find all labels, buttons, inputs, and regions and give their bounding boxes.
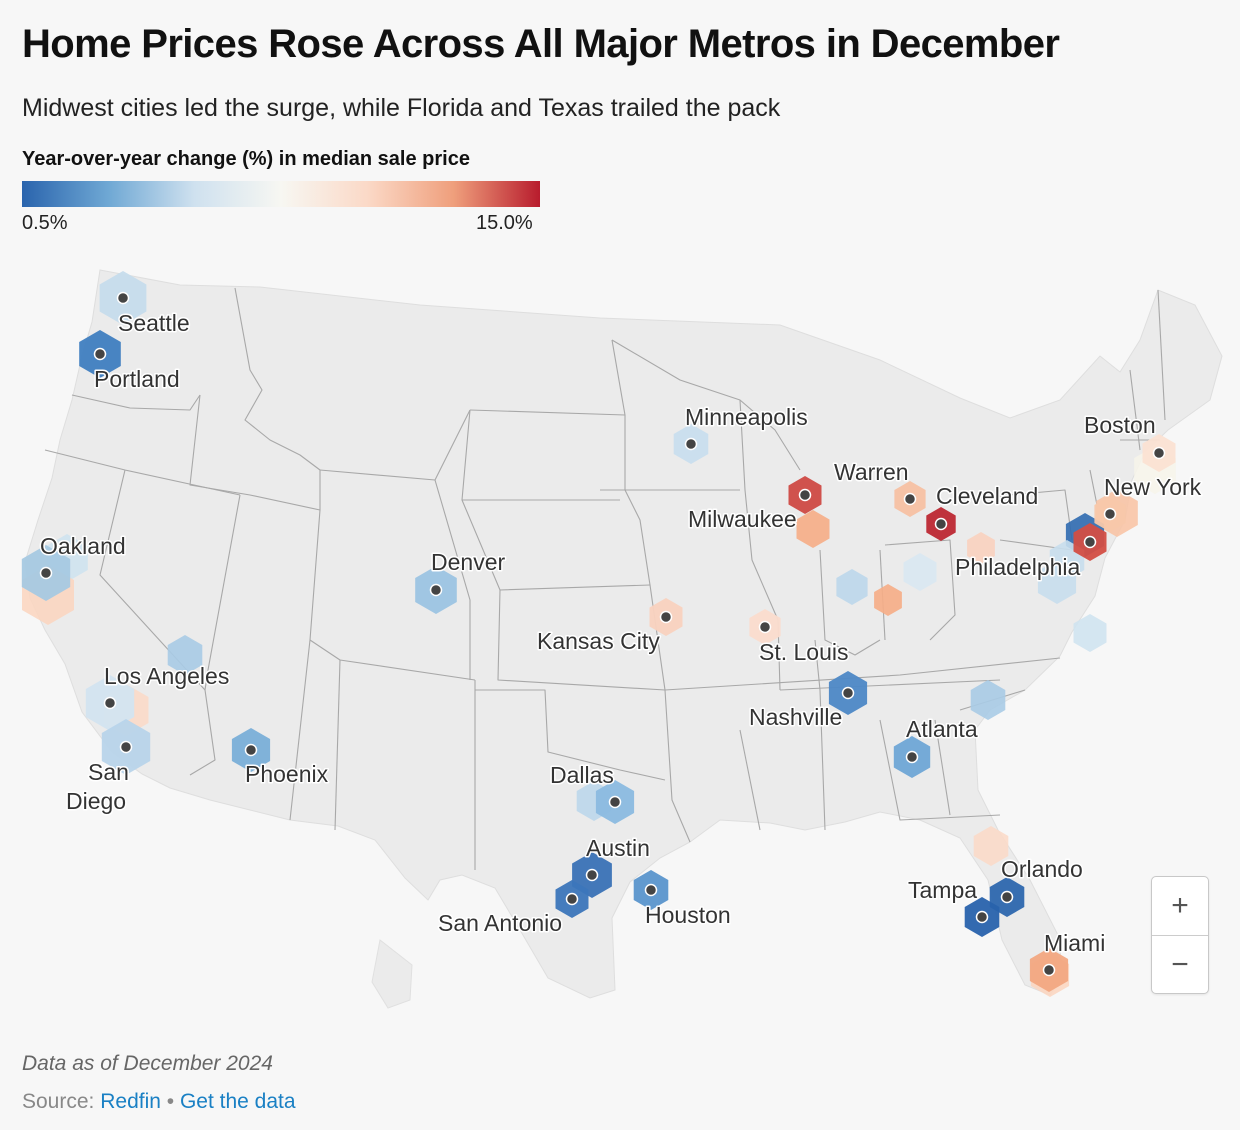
us-map[interactable]: Seattle Portland Oakland Los Angeles San Dieg… xyxy=(0,240,1240,1040)
city-label-st-louis: St. Louis xyxy=(759,639,849,665)
metro-hexagon[interactable] xyxy=(796,510,830,548)
city-dot-warren[interactable] xyxy=(903,492,917,506)
metro-hexagon[interactable] xyxy=(967,532,995,564)
city-label-miami: Miami xyxy=(1044,930,1105,956)
source-line: Source: Redfin • Get the data xyxy=(22,1090,296,1114)
city-label-milwaukee: Milwaukee xyxy=(688,506,797,532)
city-dot-minneapolis[interactable] xyxy=(684,437,698,451)
city-dot-dallas[interactable] xyxy=(608,795,622,809)
city-dot-san-diego[interactable] xyxy=(119,740,133,754)
city-label-minneapolis: Minneapolis xyxy=(685,404,808,430)
city-label-oakland: Oakland xyxy=(40,533,126,559)
city-dot-philadelphia[interactable] xyxy=(1083,535,1097,549)
city-label-austin: Austin xyxy=(586,835,650,861)
city-label-dallas: Dallas xyxy=(550,762,614,788)
page-title: Home Prices Rose Across All Major Metros… xyxy=(22,22,1060,66)
city-dot-san-antonio[interactable] xyxy=(565,892,579,906)
metro-hexagon[interactable] xyxy=(167,635,203,675)
city-dot-oakland[interactable] xyxy=(39,566,53,580)
city-dot-new-york[interactable] xyxy=(1103,507,1117,521)
city-dot-atlanta[interactable] xyxy=(905,750,919,764)
source-prefix: Source: xyxy=(22,1090,101,1113)
city-dot-kansas-city[interactable] xyxy=(659,610,673,624)
city-label-denver: Denver xyxy=(431,549,505,575)
metro-hexagon[interactable] xyxy=(1073,614,1107,652)
city-dot-tampa[interactable] xyxy=(975,910,989,924)
city-label-phoenix: Phoenix xyxy=(245,761,329,787)
city-dot-denver[interactable] xyxy=(429,583,443,597)
city-dot-portland[interactable] xyxy=(93,347,107,361)
city-label-philadelphia: Philadelphia xyxy=(955,554,1081,580)
zoom-control: + − xyxy=(1151,876,1209,994)
city-layer: Seattle Portland Oakland Los Angeles San Dieg… xyxy=(39,291,1203,977)
metro-hexagon[interactable] xyxy=(874,584,902,616)
data-date-note: Data as of December 2024 xyxy=(22,1052,273,1075)
city-label-los-angeles: Los Angeles xyxy=(104,663,229,689)
city-dot-houston[interactable] xyxy=(644,883,658,897)
city-label-tampa: Tampa xyxy=(908,877,977,903)
city-label-new-york: New York xyxy=(1104,474,1202,500)
city-label-seattle: Seattle xyxy=(118,310,190,336)
city-dot-milwaukee[interactable] xyxy=(798,488,812,502)
legend-min-label: 0.5% xyxy=(22,212,68,234)
city-dot-orlando[interactable] xyxy=(1000,890,1014,904)
get-the-data-link[interactable]: Get the data xyxy=(179,1090,296,1113)
city-label-houston: Houston xyxy=(645,902,731,928)
city-label-san-diego: San Diego xyxy=(66,759,129,814)
city-label-san-antonio: San Antonio xyxy=(438,910,562,936)
city-label-kansas-city: Kansas City xyxy=(537,628,660,654)
city-dot-cleveland[interactable] xyxy=(934,517,948,531)
metro-hexagon[interactable] xyxy=(836,569,868,605)
city-dot-boston[interactable] xyxy=(1152,446,1166,460)
city-dot-st-louis[interactable] xyxy=(758,620,772,634)
legend-title: Year-over-year change (%) in median sale… xyxy=(22,148,470,170)
zoom-in-button[interactable]: + xyxy=(1171,889,1189,922)
metro-hexagon[interactable] xyxy=(903,553,937,591)
city-dot-phoenix[interactable] xyxy=(244,743,258,757)
city-label-portland: Portland xyxy=(94,366,180,392)
metro-hexagon[interactable] xyxy=(970,680,1006,720)
source-link-redfin[interactable]: Redfin xyxy=(100,1090,161,1113)
subtitle: Midwest cities led the surge, while Flor… xyxy=(22,94,781,122)
zoom-out-button[interactable]: − xyxy=(1152,935,1208,994)
city-dot-seattle[interactable] xyxy=(116,291,130,305)
source-separator: • xyxy=(160,1090,180,1113)
city-dot-miami[interactable] xyxy=(1042,963,1056,977)
city-label-atlanta: Atlanta xyxy=(906,716,978,742)
legend-max-label: 15.0% xyxy=(476,212,533,234)
metro-hexagon[interactable] xyxy=(973,826,1009,866)
city-dot-nashville[interactable] xyxy=(841,686,855,700)
color-scale-bar xyxy=(22,181,540,207)
city-label-cleveland: Cleveland xyxy=(936,483,1038,509)
city-label-orlando: Orlando xyxy=(1001,856,1083,882)
city-dot-austin[interactable] xyxy=(585,868,599,882)
city-label-warren: Warren xyxy=(834,459,909,485)
state-borders xyxy=(44,287,1166,870)
city-label-boston: Boston xyxy=(1084,412,1156,438)
city-dot-los-angeles[interactable] xyxy=(103,696,117,710)
city-label-nashville: Nashville xyxy=(749,704,842,730)
